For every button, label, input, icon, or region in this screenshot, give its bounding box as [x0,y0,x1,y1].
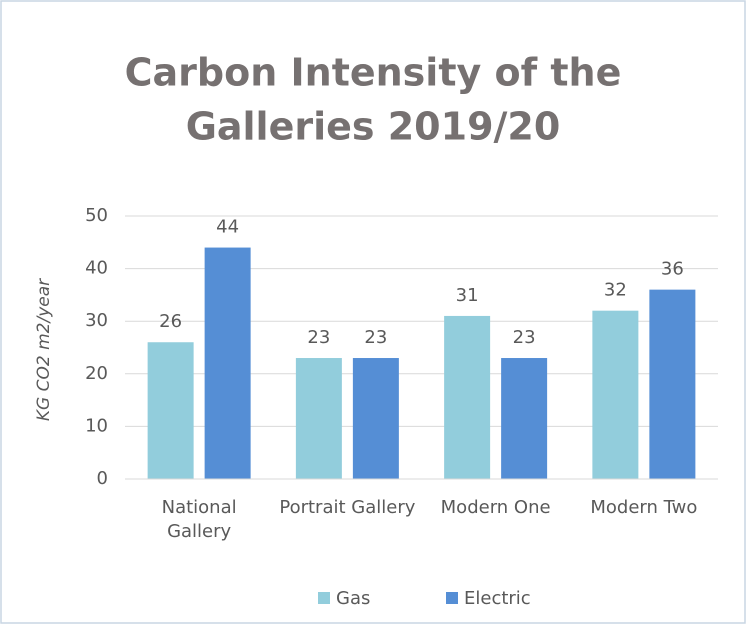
y-axis-label: KG CO2 m2/year [34,278,54,421]
y-tick-label: 20 [85,363,108,384]
x-tick-label: Modern One [440,497,551,518]
x-tick-label: Portrait Gallery [279,497,416,518]
y-tick-label: 30 [85,310,108,331]
y-tick-label: 40 [85,258,108,279]
data-label: 36 [661,259,684,280]
data-label: 26 [159,311,182,332]
y-tick-label: 10 [85,415,108,436]
x-tick-label: National Gallery [161,497,237,542]
bar [592,310,639,479]
data-label: 44 [216,217,239,238]
legend-label: Gas [336,588,370,609]
chart-title: Galleries 2019/20 [186,105,561,149]
y-tick-label: 50 [85,205,108,226]
bar [649,289,696,479]
legend-swatch [318,592,330,604]
data-label: 31 [456,285,479,306]
bar [295,358,342,479]
data-label: 23 [364,327,387,348]
bar [204,247,251,479]
y-tick-label: 0 [97,468,108,489]
bar [147,342,194,479]
legend-label: Electric [464,588,531,609]
x-tick-label: Modern Two [590,497,698,518]
data-label: 32 [604,280,627,301]
data-label: 23 [307,327,330,348]
bar [352,358,399,479]
bar [444,315,491,479]
bar [501,358,548,479]
data-label: 23 [513,327,536,348]
chart-title: Carbon Intensity of the [125,51,622,95]
legend-swatch [446,592,458,604]
